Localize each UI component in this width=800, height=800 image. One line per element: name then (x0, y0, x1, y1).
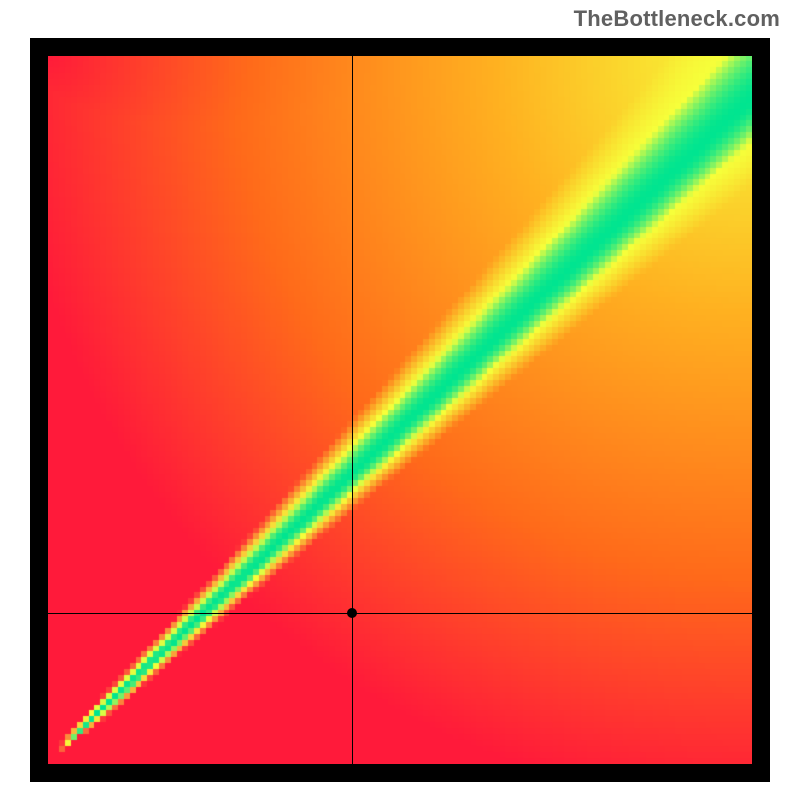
crosshair-vertical (352, 56, 353, 764)
crosshair-horizontal (48, 613, 752, 614)
watermark-text: TheBottleneck.com (574, 6, 780, 32)
heatmap-canvas (48, 56, 752, 764)
chart-container: TheBottleneck.com (0, 0, 800, 800)
plot-frame (30, 38, 770, 782)
